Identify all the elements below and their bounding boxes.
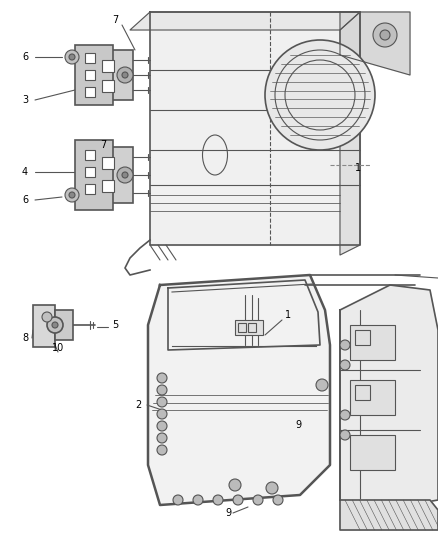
Polygon shape — [340, 12, 410, 75]
Polygon shape — [150, 12, 360, 245]
Bar — [355, 385, 370, 400]
Bar — [33, 305, 55, 347]
Bar — [235, 320, 263, 335]
Text: 10: 10 — [52, 343, 64, 353]
Polygon shape — [148, 275, 330, 505]
Circle shape — [69, 54, 75, 60]
Circle shape — [273, 495, 283, 505]
Circle shape — [253, 495, 263, 505]
Circle shape — [157, 373, 167, 383]
Text: 6: 6 — [22, 52, 28, 62]
Text: 4: 4 — [22, 167, 28, 177]
Text: 7: 7 — [100, 140, 106, 150]
Bar — [55, 310, 73, 340]
Circle shape — [316, 379, 328, 391]
Circle shape — [157, 433, 167, 443]
Circle shape — [122, 172, 128, 178]
Bar — [248, 323, 256, 332]
Circle shape — [265, 40, 375, 150]
Circle shape — [157, 445, 167, 455]
Polygon shape — [340, 12, 360, 255]
Circle shape — [157, 421, 167, 431]
Circle shape — [47, 317, 63, 333]
Circle shape — [340, 410, 350, 420]
Circle shape — [340, 430, 350, 440]
Circle shape — [157, 397, 167, 407]
Bar — [85, 150, 95, 160]
Bar — [355, 330, 370, 345]
Text: 9: 9 — [295, 420, 301, 430]
Bar — [350, 435, 395, 470]
Bar — [350, 380, 395, 415]
Circle shape — [122, 72, 128, 78]
Circle shape — [65, 50, 79, 64]
Circle shape — [233, 495, 243, 505]
Bar — [238, 323, 246, 332]
Bar — [95, 50, 133, 100]
Bar — [85, 70, 95, 80]
Circle shape — [69, 192, 75, 198]
Circle shape — [157, 385, 167, 395]
Circle shape — [173, 495, 183, 505]
Text: 2: 2 — [135, 400, 141, 410]
Polygon shape — [130, 12, 360, 30]
Circle shape — [117, 167, 133, 183]
Circle shape — [266, 482, 278, 494]
Bar — [350, 325, 395, 360]
Text: 5: 5 — [112, 320, 118, 330]
Bar — [102, 157, 114, 169]
Circle shape — [117, 67, 133, 83]
Text: 7: 7 — [112, 15, 118, 25]
Text: 3: 3 — [22, 95, 28, 105]
Circle shape — [42, 312, 52, 322]
Circle shape — [229, 479, 241, 491]
Bar — [102, 180, 114, 192]
Bar — [85, 167, 95, 177]
Text: 6: 6 — [22, 195, 28, 205]
Polygon shape — [340, 285, 438, 510]
Text: 8: 8 — [22, 333, 28, 343]
Circle shape — [193, 495, 203, 505]
Bar — [102, 80, 114, 92]
Circle shape — [65, 188, 79, 202]
Bar — [75, 45, 113, 105]
Bar — [85, 87, 95, 97]
Bar — [95, 147, 133, 203]
Circle shape — [52, 322, 58, 328]
Circle shape — [157, 409, 167, 419]
Text: 1: 1 — [285, 310, 291, 320]
Circle shape — [340, 340, 350, 350]
Circle shape — [213, 495, 223, 505]
Bar — [75, 140, 113, 210]
Circle shape — [373, 23, 397, 47]
Bar — [102, 60, 114, 72]
Circle shape — [340, 360, 350, 370]
Bar — [85, 53, 95, 63]
Polygon shape — [340, 500, 438, 530]
Bar — [85, 184, 95, 194]
Text: 1: 1 — [355, 163, 361, 173]
Text: 9: 9 — [225, 508, 231, 518]
Circle shape — [380, 30, 390, 40]
